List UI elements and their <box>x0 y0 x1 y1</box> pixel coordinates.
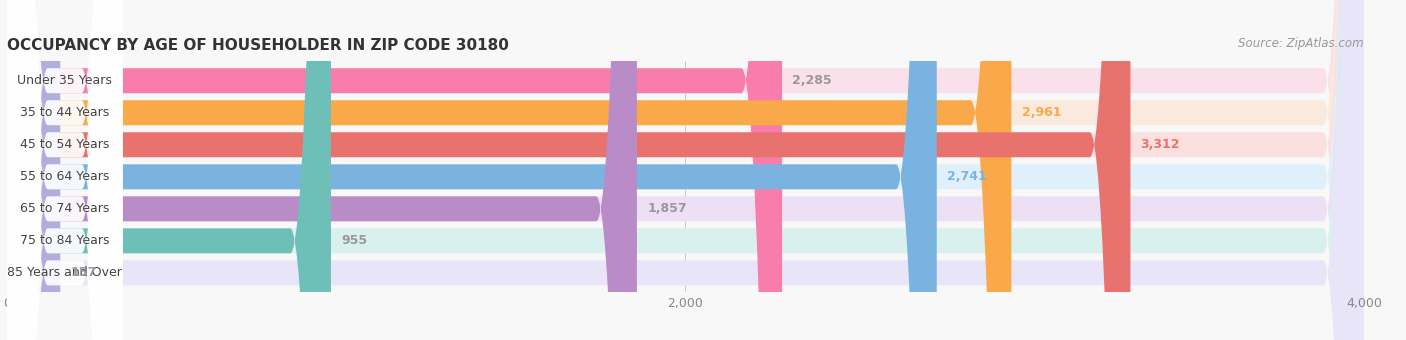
FancyBboxPatch shape <box>7 0 1364 340</box>
Text: 2,741: 2,741 <box>948 170 987 183</box>
Text: 45 to 54 Years: 45 to 54 Years <box>20 138 110 151</box>
FancyBboxPatch shape <box>7 0 122 340</box>
Text: 65 to 74 Years: 65 to 74 Years <box>20 202 110 215</box>
FancyBboxPatch shape <box>7 0 122 340</box>
Text: 2,285: 2,285 <box>792 74 832 87</box>
Text: 75 to 84 Years: 75 to 84 Years <box>20 234 110 247</box>
FancyBboxPatch shape <box>7 0 122 340</box>
FancyBboxPatch shape <box>7 0 1364 340</box>
FancyBboxPatch shape <box>7 0 637 340</box>
Text: 55 to 64 Years: 55 to 64 Years <box>20 170 110 183</box>
Text: 3,312: 3,312 <box>1140 138 1180 151</box>
Text: 955: 955 <box>342 234 367 247</box>
Text: OCCUPANCY BY AGE OF HOUSEHOLDER IN ZIP CODE 30180: OCCUPANCY BY AGE OF HOUSEHOLDER IN ZIP C… <box>7 38 509 53</box>
Text: 85 Years and Over: 85 Years and Over <box>7 266 122 279</box>
FancyBboxPatch shape <box>7 0 1011 340</box>
FancyBboxPatch shape <box>7 0 330 340</box>
FancyBboxPatch shape <box>7 0 122 340</box>
Text: 157: 157 <box>70 266 97 279</box>
FancyBboxPatch shape <box>7 0 1364 340</box>
Text: Under 35 Years: Under 35 Years <box>17 74 112 87</box>
Text: Source: ZipAtlas.com: Source: ZipAtlas.com <box>1239 37 1364 50</box>
FancyBboxPatch shape <box>7 0 1130 340</box>
FancyBboxPatch shape <box>7 0 122 340</box>
FancyBboxPatch shape <box>7 0 122 340</box>
Text: 1,857: 1,857 <box>647 202 686 215</box>
FancyBboxPatch shape <box>7 0 1364 340</box>
FancyBboxPatch shape <box>7 0 782 340</box>
FancyBboxPatch shape <box>7 0 60 340</box>
Text: 2,961: 2,961 <box>1022 106 1062 119</box>
FancyBboxPatch shape <box>7 0 1364 340</box>
FancyBboxPatch shape <box>7 0 122 340</box>
FancyBboxPatch shape <box>7 0 1364 340</box>
FancyBboxPatch shape <box>7 0 936 340</box>
Text: 35 to 44 Years: 35 to 44 Years <box>20 106 110 119</box>
FancyBboxPatch shape <box>7 0 1364 340</box>
